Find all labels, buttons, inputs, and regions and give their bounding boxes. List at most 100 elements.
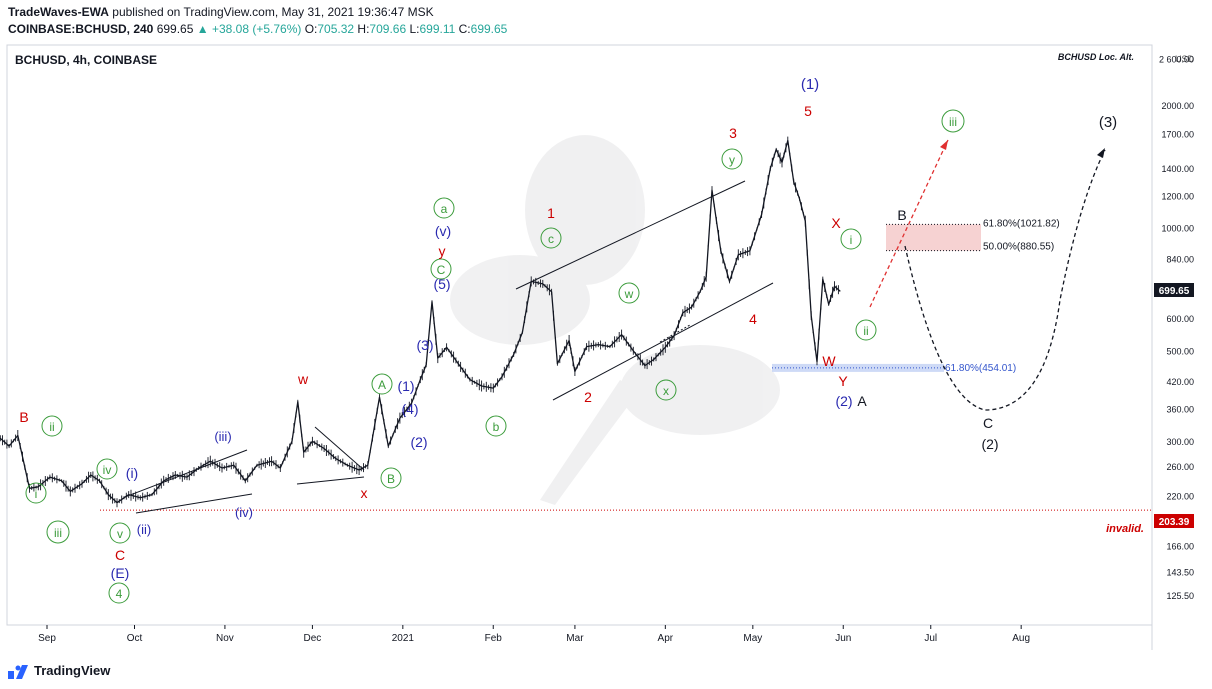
wave-label: w bbox=[624, 287, 634, 301]
open-label: O: bbox=[304, 22, 318, 36]
wave-label: (3) bbox=[416, 337, 433, 353]
open-value: 705.32 bbox=[317, 22, 355, 36]
wave-label: Y bbox=[838, 373, 848, 389]
price-tick-label: 1000.00 bbox=[1161, 224, 1194, 234]
wave-label: iv bbox=[103, 463, 112, 477]
wave-label: C bbox=[115, 547, 125, 563]
wave-label: y bbox=[729, 153, 735, 167]
invalid-label: invalid. bbox=[1106, 523, 1144, 535]
publish-line: TradeWaves-EWA published on TradingView.… bbox=[8, 5, 434, 19]
last-price-tag bbox=[1154, 283, 1194, 297]
wedge-lower bbox=[296, 476, 365, 485]
candle-wicks bbox=[0, 136, 839, 508]
low-label: L: bbox=[409, 22, 420, 36]
time-tick-label: May bbox=[743, 633, 762, 644]
wave-label: v bbox=[117, 527, 123, 541]
time-axis[interactable]: Sep Oct Nov Dec 2021 Feb Mar Apr May Jun Jul Aug bbox=[38, 625, 1030, 644]
wave-label-circle bbox=[840, 228, 862, 250]
chart-note: BCHUSD Loc. Alt. bbox=[1058, 52, 1134, 62]
projection-red bbox=[869, 139, 949, 308]
high-value: 709.66 bbox=[369, 22, 407, 36]
watermark-logo bbox=[450, 135, 780, 505]
wave-label: x bbox=[663, 384, 669, 398]
wave-label: i bbox=[35, 487, 38, 501]
wave-label: c bbox=[548, 232, 554, 246]
time-tick-label: Apr bbox=[658, 633, 674, 644]
wave-label-circle bbox=[41, 415, 63, 437]
price-tick-label: 166.00 bbox=[1166, 542, 1194, 552]
price-tick-label: 600.00 bbox=[1166, 314, 1194, 324]
close-label: C: bbox=[458, 22, 471, 36]
wave-label-circle bbox=[540, 227, 562, 249]
chart-title: BCHUSD, 4h, COINBASE bbox=[15, 53, 157, 67]
channel-lower bbox=[552, 282, 774, 401]
wave-label: (i) bbox=[126, 465, 138, 481]
time-tick-label: Sep bbox=[38, 633, 56, 644]
wave-label: X bbox=[831, 215, 841, 231]
price-chart[interactable]: BCHUSD, 4h, COINBASE BCHUSD Loc. Alt. US… bbox=[0, 42, 1212, 660]
wave-label: ii bbox=[49, 420, 54, 434]
publisher-name[interactable]: TradeWaves-EWA bbox=[8, 5, 109, 19]
wave-label: (E) bbox=[111, 565, 130, 581]
wave-label: a bbox=[441, 202, 448, 216]
wave-label: (2) bbox=[835, 393, 852, 409]
wave-label-circle bbox=[96, 458, 118, 480]
fib-500-label: 50.00%(880.55) bbox=[983, 242, 1054, 253]
time-tick-label: Nov bbox=[216, 633, 234, 644]
price-tick-label: 2 600.00 bbox=[1159, 55, 1194, 65]
wave-label: iii bbox=[54, 526, 62, 540]
wave-label: y bbox=[439, 243, 446, 259]
tradingview-footer[interactable]: TradingView bbox=[8, 662, 208, 682]
time-tick-label: Jun bbox=[835, 633, 851, 644]
support-label: 61.80%(454.01) bbox=[945, 363, 1016, 374]
close-value: 699.65 bbox=[470, 22, 508, 36]
support-zone bbox=[772, 363, 944, 372]
wave-label: (1) bbox=[397, 378, 414, 394]
wave-labels: BiiiiiiivvC(E)4(i)(ii)(iii)(iv)wxAB(1)(2… bbox=[19, 76, 1117, 604]
wave-label-circle bbox=[941, 109, 965, 133]
wave-label: (2) bbox=[981, 436, 998, 452]
wave-label: (3) bbox=[1099, 114, 1117, 131]
symbol-line: COINBASE:BCHUSD, 240 bbox=[8, 22, 154, 36]
watermark-leaf-left bbox=[450, 255, 590, 345]
fib-618-label: 61.80%(1021.82) bbox=[983, 218, 1060, 229]
wave-label: w bbox=[297, 371, 309, 387]
time-tick-label: Jul bbox=[924, 633, 937, 644]
wave-label: b bbox=[493, 420, 500, 434]
wave-label-circle bbox=[433, 197, 455, 219]
channel-upper bbox=[515, 180, 746, 290]
wave-label-circle bbox=[108, 582, 130, 604]
wave-label: A bbox=[857, 393, 867, 409]
price-tick-label: 420.00 bbox=[1166, 377, 1194, 387]
time-tick-label: Aug bbox=[1012, 633, 1030, 644]
projection-red-arrowhead bbox=[940, 140, 948, 150]
wave-label: (iii) bbox=[214, 429, 231, 444]
trendlines bbox=[124, 180, 774, 514]
time-tick-label: Oct bbox=[127, 633, 143, 644]
wave-label: A bbox=[378, 378, 386, 392]
wave-label: B bbox=[897, 207, 906, 223]
wave-label: (1) bbox=[801, 76, 819, 93]
ohlc-line: COINBASE:BCHUSD, 240 699.65 ▲ +38.08 (+5… bbox=[8, 22, 507, 36]
low-value: 699.11 bbox=[419, 22, 456, 36]
invalid-price-tag bbox=[1154, 514, 1194, 528]
wave-label: (5) bbox=[433, 276, 450, 292]
price-tick-label: 260.00 bbox=[1166, 462, 1194, 472]
wave-label-circle bbox=[430, 258, 452, 280]
wave-label: B bbox=[387, 472, 395, 486]
wave-label: i bbox=[850, 233, 853, 247]
wave-label: x bbox=[361, 485, 368, 501]
last-price-tag-text: 699.65 bbox=[1159, 286, 1190, 297]
price-tick-label: 1200.00 bbox=[1161, 191, 1194, 201]
watermark-stem bbox=[540, 380, 640, 505]
plot-border bbox=[6, 44, 1153, 626]
wave-label-circle bbox=[485, 415, 507, 437]
wave-label: 4 bbox=[116, 587, 123, 601]
wave-label-circle bbox=[655, 379, 677, 401]
price-tick-label: 125.50 bbox=[1166, 591, 1194, 601]
wave-label-circle bbox=[371, 373, 393, 395]
time-tick-label: Mar bbox=[566, 633, 584, 644]
time-tick-label: Dec bbox=[304, 633, 322, 644]
time-tick-label: Feb bbox=[485, 633, 503, 644]
wave-label: (4) bbox=[401, 401, 418, 417]
